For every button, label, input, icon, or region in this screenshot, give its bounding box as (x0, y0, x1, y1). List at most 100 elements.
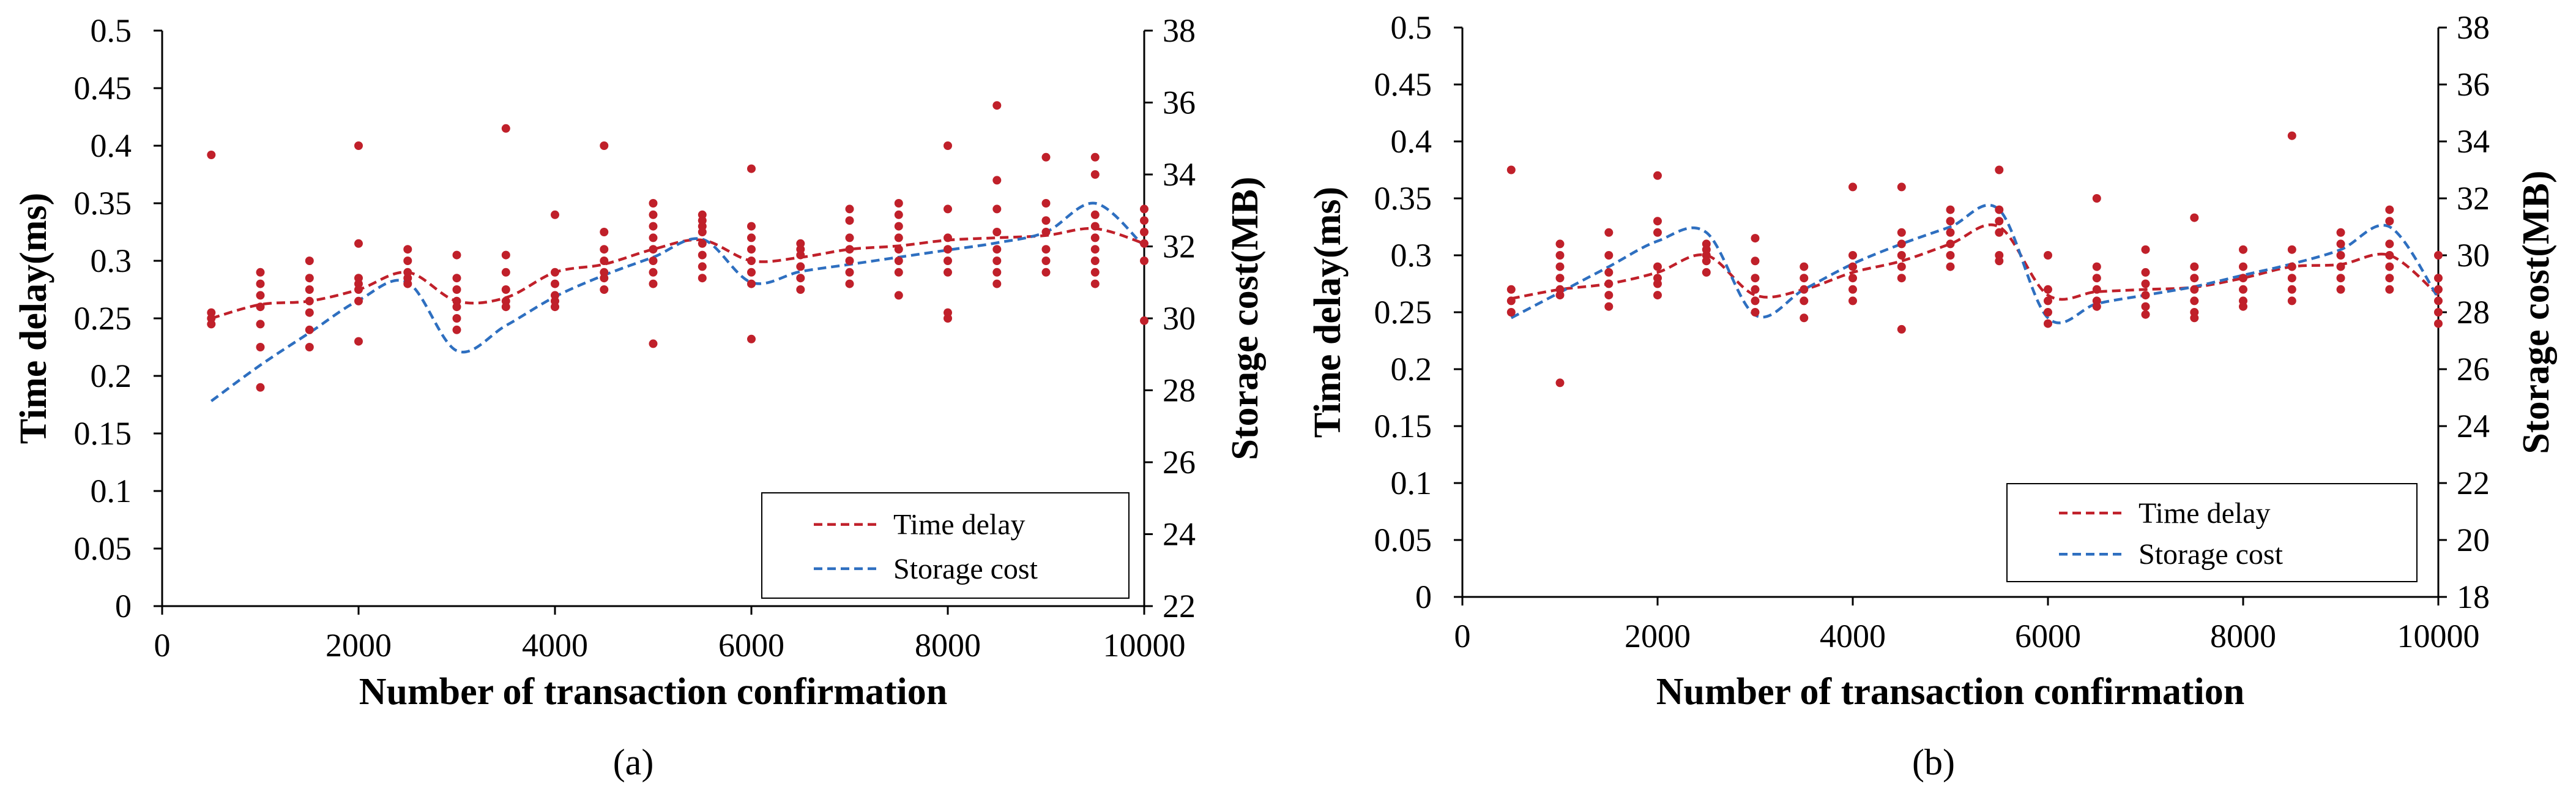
data-point (1653, 291, 1662, 300)
data-point (1800, 296, 1809, 306)
data-point (894, 291, 903, 300)
data-point (992, 176, 1002, 185)
data-point (452, 325, 461, 334)
y2-axis-title: Storage cost(MB) (2515, 170, 2557, 454)
data-point (796, 262, 805, 271)
data-point (1653, 262, 1662, 271)
data-point (1751, 285, 1760, 294)
data-point (452, 285, 461, 294)
data-point (256, 343, 265, 351)
data-point (1995, 217, 2004, 226)
data-point (600, 245, 609, 254)
data-point (1702, 257, 1711, 266)
data-point (2434, 308, 2443, 317)
y-tick-label: 0.1 (1391, 465, 1432, 501)
data-point (944, 268, 952, 277)
data-point (2434, 274, 2443, 283)
y-tick-label: 0.3 (1391, 237, 1432, 274)
data-point (1041, 152, 1051, 162)
data-point (1041, 245, 1051, 254)
data-point (845, 257, 854, 265)
data-point (305, 296, 314, 306)
data-point (452, 314, 461, 323)
chart-panel-b: 0 2000 4000 6000 8000 10000 0 0.05 0.1 0.15 0.2 0.2… (1307, 9, 2557, 782)
data-point (256, 268, 265, 277)
data-point (2190, 213, 2199, 222)
data-point (1897, 228, 1906, 237)
data-point (1604, 251, 1614, 260)
data-point (600, 285, 609, 294)
data-point (2434, 251, 2443, 260)
data-point (1140, 316, 1148, 325)
data-point (2239, 274, 2247, 283)
data-point (600, 228, 609, 236)
data-point (796, 285, 805, 294)
data-point (649, 257, 658, 265)
data-point (1653, 217, 1662, 226)
y-tick-label: 0.1 (91, 473, 132, 509)
data-point (403, 245, 412, 254)
y-axis-title: Time delay(ms) (13, 193, 54, 444)
y-tick-label: 0.15 (74, 415, 132, 452)
data-point (2336, 285, 2345, 294)
data-point (1090, 279, 1100, 288)
data-point (698, 228, 707, 236)
legend: Time delay Storage cost (2006, 483, 2418, 582)
data-point (305, 308, 314, 317)
data-point (1604, 228, 1614, 237)
data-point (2190, 313, 2199, 323)
data-point (2287, 274, 2296, 283)
data-point (1090, 222, 1100, 231)
panel-label: (a) (613, 742, 654, 782)
data-point (747, 279, 756, 288)
data-point (649, 279, 658, 288)
data-point (1506, 296, 1516, 306)
data-point (894, 245, 903, 254)
data-point (992, 101, 1002, 110)
y2-tick-label: 18 (2457, 579, 2490, 615)
data-point (944, 233, 952, 242)
data-point (894, 210, 903, 219)
data-point (992, 257, 1002, 265)
data-point (992, 268, 1002, 277)
data-point (2141, 245, 2150, 254)
data-point (354, 239, 363, 248)
data-point (845, 268, 854, 277)
data-point (747, 164, 756, 173)
y-tick-label: 0.35 (1374, 180, 1432, 217)
y-tick-label: 0.15 (1374, 408, 1432, 444)
data-point (1897, 251, 1906, 260)
y2-tick-label: 36 (2457, 66, 2490, 103)
data-point (2434, 285, 2443, 294)
data-point (2434, 319, 2443, 328)
data-point (1506, 308, 1516, 317)
data-point (1848, 182, 1857, 192)
data-point (305, 343, 314, 351)
data-point (256, 383, 265, 392)
y2-tick-label: 34 (2457, 123, 2490, 160)
data-point (747, 233, 756, 242)
y2-tick-label: 22 (2457, 465, 2490, 501)
data-point (1897, 274, 1906, 283)
data-point (1848, 296, 1857, 306)
data-point (1897, 324, 1906, 334)
data-point (207, 320, 216, 329)
data-point (2287, 262, 2296, 271)
data-point (354, 337, 363, 346)
data-point (1555, 378, 1565, 388)
data-point (1653, 171, 1662, 180)
legend-box (761, 492, 1130, 599)
data-point (2336, 274, 2345, 283)
x-tick-label: 4000 (522, 627, 588, 664)
y-tick-label: 0.5 (1391, 9, 1432, 46)
data-point (207, 151, 216, 159)
data-point (1604, 268, 1614, 277)
legend-storage-cost-label: Storage cost (2139, 538, 2284, 571)
data-point (944, 245, 952, 254)
x-tick-label: 8000 (915, 627, 981, 664)
data-point (1090, 257, 1100, 265)
data-point (354, 141, 363, 150)
data-point (944, 314, 952, 323)
data-point (2190, 274, 2199, 283)
